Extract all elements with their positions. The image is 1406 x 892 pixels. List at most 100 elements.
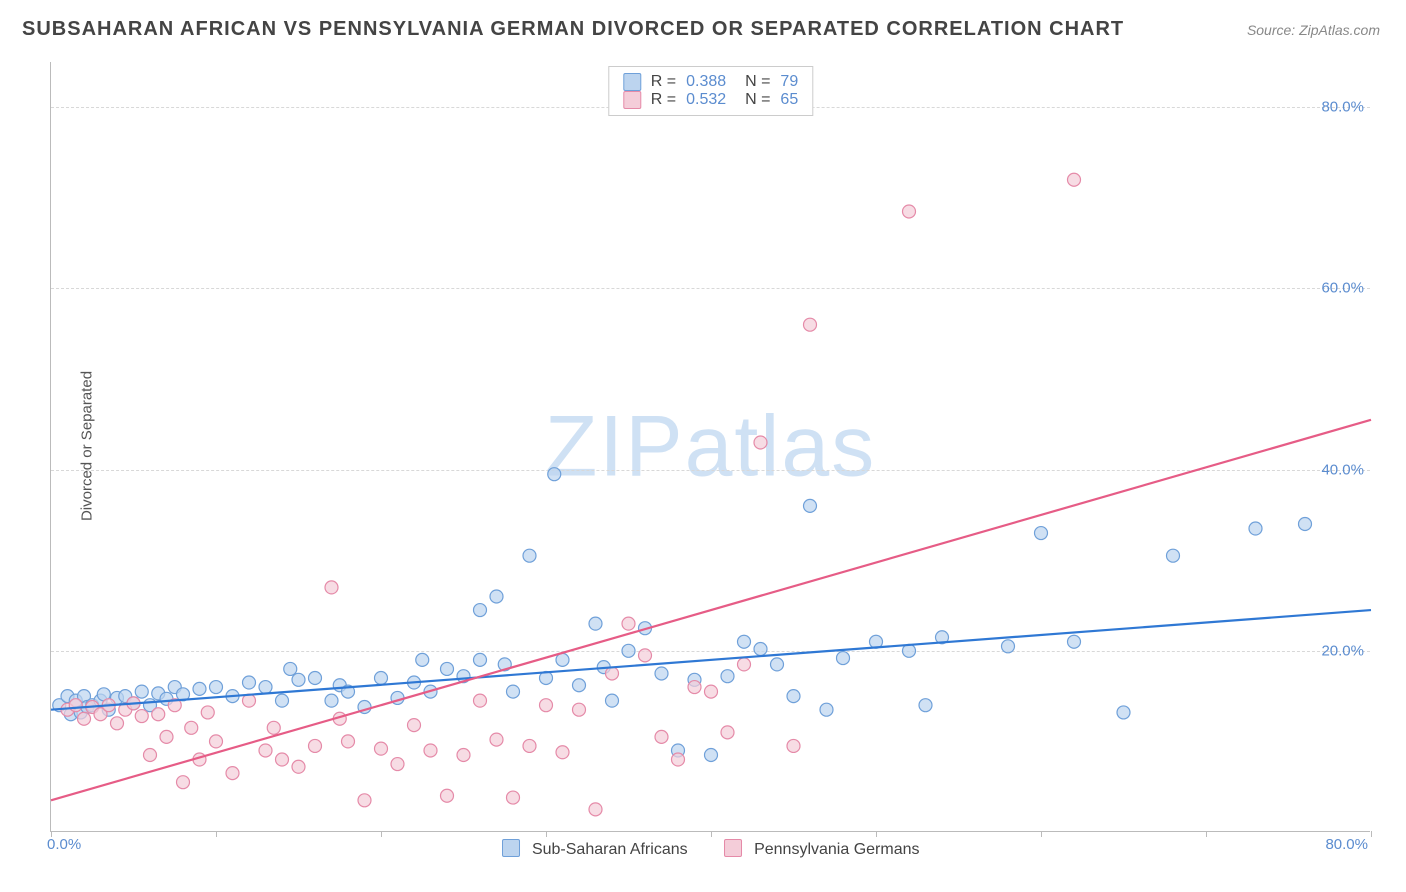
chart-title: SUBSAHARAN AFRICAN VS PENNSYLVANIA GERMA… — [22, 18, 1124, 41]
data-point — [738, 635, 751, 648]
data-point — [804, 499, 817, 512]
n-value-1: 79 — [780, 73, 798, 91]
data-point — [589, 803, 602, 816]
x-tick-mark — [711, 831, 712, 837]
data-point — [523, 739, 536, 752]
data-point — [622, 644, 635, 657]
data-point — [1002, 640, 1015, 653]
data-point — [309, 739, 322, 752]
data-point — [771, 658, 784, 671]
data-point — [177, 776, 190, 789]
data-point — [152, 708, 165, 721]
data-point — [787, 739, 800, 752]
data-point — [672, 753, 685, 766]
data-point — [556, 653, 569, 666]
data-point — [721, 670, 734, 683]
data-point — [639, 649, 652, 662]
data-point — [754, 643, 767, 656]
data-point — [705, 685, 718, 698]
series-legend: Sub-Saharan Africans Pennsylvania German… — [502, 839, 920, 859]
x-tick-mark — [876, 831, 877, 837]
data-point — [259, 681, 272, 694]
data-point — [589, 617, 602, 630]
data-point — [375, 672, 388, 685]
data-point — [523, 549, 536, 562]
data-point — [243, 676, 256, 689]
data-point — [78, 712, 91, 725]
r-value-1: 0.388 — [686, 73, 726, 91]
scatter-svg — [51, 62, 1370, 831]
data-point — [267, 721, 280, 734]
data-point — [556, 746, 569, 759]
data-point — [787, 690, 800, 703]
data-point — [292, 673, 305, 686]
x-tick-mark — [381, 831, 382, 837]
data-point — [606, 694, 619, 707]
x-tick-mark — [1371, 831, 1372, 837]
data-point — [358, 794, 371, 807]
data-point — [193, 682, 206, 695]
data-point — [210, 681, 223, 694]
stat-legend-row-2: R = 0.532 N = 65 — [623, 91, 798, 109]
data-point — [441, 789, 454, 802]
data-point — [210, 735, 223, 748]
x-tick-mark — [546, 831, 547, 837]
plot-area: ZIPatlas 20.0%40.0%60.0%80.0% 0.0%80.0% … — [50, 62, 1370, 832]
data-point — [474, 653, 487, 666]
data-point — [375, 742, 388, 755]
data-point — [1299, 518, 1312, 531]
data-point — [276, 694, 289, 707]
data-point — [457, 749, 470, 762]
data-point — [490, 590, 503, 603]
legend-swatch-blue — [502, 839, 520, 857]
r-value-2: 0.532 — [686, 91, 726, 109]
series-2-name: Pennsylvania Germans — [754, 841, 919, 858]
data-point — [804, 318, 817, 331]
data-point — [507, 791, 520, 804]
data-point — [309, 672, 322, 685]
source-label: Source: ZipAtlas.com — [1247, 22, 1380, 38]
n-value-2: 65 — [780, 91, 798, 109]
data-point — [111, 717, 124, 730]
data-point — [573, 679, 586, 692]
data-point — [416, 653, 429, 666]
data-point — [391, 758, 404, 771]
data-point — [903, 205, 916, 218]
data-point — [606, 667, 619, 680]
x-tick-label: 0.0% — [47, 836, 81, 853]
x-tick-mark — [1041, 831, 1042, 837]
series-1-name: Sub-Saharan Africans — [532, 841, 688, 858]
data-point — [1035, 527, 1048, 540]
data-point — [226, 767, 239, 780]
data-point — [441, 662, 454, 675]
data-point — [738, 658, 751, 671]
data-point — [135, 710, 148, 723]
series-legend-item-1: Sub-Saharan Africans — [502, 839, 688, 859]
stat-legend: R = 0.388 N = 79 R = 0.532 N = 65 — [608, 66, 813, 116]
data-point — [259, 744, 272, 757]
data-point — [160, 730, 173, 743]
data-point — [548, 468, 561, 481]
data-point — [424, 744, 437, 757]
data-point — [622, 617, 635, 630]
data-point — [919, 699, 932, 712]
data-point — [820, 703, 833, 716]
data-point — [655, 730, 668, 743]
series-legend-item-2: Pennsylvania Germans — [724, 839, 920, 859]
legend-swatch-pink — [724, 839, 742, 857]
data-point — [1117, 706, 1130, 719]
legend-swatch-blue — [623, 73, 641, 91]
data-point — [1167, 549, 1180, 562]
data-point — [1249, 522, 1262, 535]
data-point — [540, 699, 553, 712]
data-point — [342, 735, 355, 748]
data-point — [292, 760, 305, 773]
data-point — [325, 581, 338, 594]
x-tick-mark — [1206, 831, 1207, 837]
data-point — [837, 652, 850, 665]
data-point — [1068, 173, 1081, 186]
stat-legend-row-1: R = 0.388 N = 79 — [623, 73, 798, 91]
data-point — [185, 721, 198, 734]
data-point — [408, 719, 421, 732]
data-point — [688, 681, 701, 694]
